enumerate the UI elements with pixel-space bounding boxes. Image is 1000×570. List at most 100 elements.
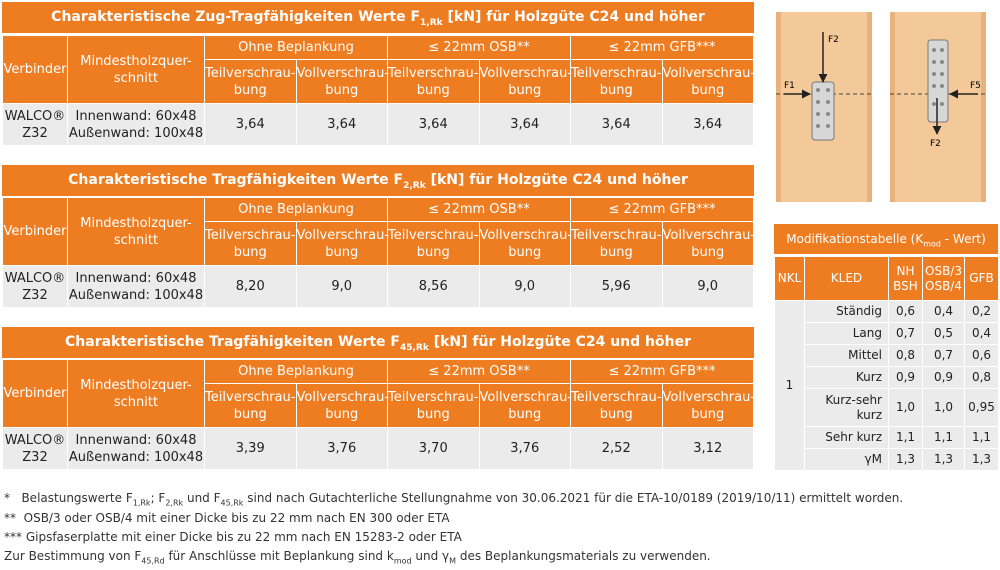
header-mindestholzquerschnitt: Mindestholzquer-schnitt [67, 35, 205, 104]
header-vollverschraubung: Vollverschrau-bung [661, 221, 755, 266]
header-kled: KLED [804, 256, 889, 301]
table-title: Charakteristische Zug-Tragfähigkeiten We… [2, 2, 754, 33]
label-f2: F2 [930, 139, 941, 149]
value-cell: 0,9 [922, 366, 965, 389]
kled-cell: Mittel [804, 344, 889, 367]
verbinder-cell: WALCO® Z32 [2, 103, 68, 146]
header-vollverschraubung: Vollverschrau-bung [478, 59, 572, 104]
capacity-table: Verbinder Mindestholzquer-schnitt Ohne B… [2, 35, 755, 146]
value-cell: 1,3 [964, 448, 999, 471]
value-cell: 0,8 [888, 344, 923, 367]
value-cell: 0,8 [964, 366, 999, 389]
footnote-1: * Belastungswerte F1,Rk; F2,Rk und F45,R… [4, 491, 904, 508]
value-cell: 0,7 [888, 322, 923, 345]
header-osb: OSB/3 OSB/4 [922, 256, 965, 301]
value-cell: 9,0 [478, 265, 571, 308]
kled-cell: Kurz [804, 366, 889, 389]
value-cell: 9,0 [295, 265, 388, 308]
kled-cell: Sehr kurz [804, 426, 889, 449]
value-cell: 0,9 [888, 366, 923, 389]
connector-plate [811, 81, 835, 141]
value-cell: 3,76 [478, 427, 571, 470]
table-title: Charakteristische Tragfähigkeiten Werte … [2, 165, 754, 196]
header-nkl: NKL [774, 256, 805, 301]
value-cell: 2,52 [570, 427, 663, 470]
value-cell: 3,64 [204, 103, 297, 146]
value-cell: 1,1 [922, 426, 965, 449]
header-osb: ≤ 22mm OSB** [387, 197, 571, 222]
value-cell: 3,12 [661, 427, 754, 470]
header-gfb: GFB [964, 256, 999, 301]
label-f2: F2 [828, 35, 839, 45]
header-teilverschraubung: Teilverschrau-bung [570, 59, 663, 104]
header-vollverschraubung: Vollverschrau-bung [295, 59, 389, 104]
value-cell: 1,0 [888, 388, 923, 427]
header-gfb: ≤ 22mm GFB*** [570, 197, 754, 222]
header-teilverschraubung: Teilverschrau-bung [570, 383, 663, 428]
value-cell: 8,20 [204, 265, 297, 308]
connector-plate [927, 39, 949, 123]
kled-cell: Ständig [804, 300, 889, 323]
verbinder-cell: WALCO® Z32 [2, 265, 68, 308]
value-cell: 0,4 [922, 300, 965, 323]
kled-cell: Lang [804, 322, 889, 345]
value-cell: 0,7 [922, 344, 965, 367]
header-vollverschraubung: Vollverschrau-bung [661, 59, 755, 104]
footnote-4: Zur Bestimmung von F45,Rd für Anschlüsse… [4, 549, 711, 566]
footnote-3: *** Gipsfaserplatte mit einer Dicke bis … [4, 530, 462, 544]
value-cell: 3,76 [295, 427, 388, 470]
header-teilverschraubung: Teilverschrau-bung [204, 59, 297, 104]
title-text-end: [kN] für Holzgüte C24 und höher [428, 334, 691, 350]
footnote-2: ** OSB/3 oder OSB/4 mit einer Dicke bis … [4, 511, 450, 525]
header-nh-bsh: NH BSH [888, 256, 923, 301]
header-vollverschraubung: Vollverschrau-bung [295, 221, 389, 266]
value-cell: 0,6 [888, 300, 923, 323]
header-ohne-beplankung: Ohne Beplankung [204, 197, 388, 222]
title-text: Charakteristische Tragfähigkeiten Werte … [68, 172, 404, 188]
header-vollverschraubung: Vollverschrau-bung [478, 221, 572, 266]
querschnitt-cell: Innenwand: 60x48 Außenwand: 100x48 [67, 103, 205, 146]
mod-table-title: Modifikationstabelle (Kmod - Wert) [774, 224, 998, 254]
nkl-cell: 1 [774, 300, 805, 471]
value-cell: 3,64 [478, 103, 571, 146]
header-vollverschraubung: Vollverschrau-bung [478, 383, 572, 428]
header-teilverschraubung: Teilverschrau-bung [204, 383, 297, 428]
connector-figure-right: F2 F5 [890, 12, 986, 202]
header-osb: ≤ 22mm OSB** [387, 35, 571, 60]
capacity-table: Verbinder Mindestholzquer-schnitt Ohne B… [2, 197, 755, 308]
value-cell: 3,64 [661, 103, 754, 146]
verbinder-cell: WALCO® Z32 [2, 427, 68, 470]
header-gfb: ≤ 22mm GFB*** [570, 35, 754, 60]
value-cell: 1,3 [888, 448, 923, 471]
value-cell: 3,64 [570, 103, 663, 146]
header-teilverschraubung: Teilverschrau-bung [387, 59, 480, 104]
value-cell: 0,2 [964, 300, 999, 323]
value-cell: 5,96 [570, 265, 663, 308]
table-title: Charakteristische Tragfähigkeiten Werte … [2, 327, 754, 358]
header-verbinder: Verbinder [2, 359, 68, 428]
value-cell: 0,6 [964, 344, 999, 367]
value-cell: 0,4 [964, 322, 999, 345]
header-osb: ≤ 22mm OSB** [387, 359, 571, 384]
modification-table: NKL KLED NH BSH OSB/3 OSB/4 GFB 1 Ständig … [774, 256, 999, 471]
header-mindestholzquerschnitt: Mindestholzquer-schnitt [67, 197, 205, 266]
title-subscript: 45,Rk [399, 342, 429, 353]
title-subscript: 1,Rk [420, 17, 443, 28]
value-cell: 9,0 [661, 265, 754, 308]
querschnitt-cell: Innenwand: 60x48 Außenwand: 100x48 [67, 265, 205, 308]
header-mindestholzquerschnitt: Mindestholzquer-schnitt [67, 359, 205, 428]
header-vollverschraubung: Vollverschrau-bung [295, 383, 389, 428]
header-gfb: ≤ 22mm GFB*** [570, 359, 754, 384]
value-cell: 8,56 [387, 265, 480, 308]
kled-cell: Kurz-sehr kurz [804, 388, 889, 427]
value-cell: 3,39 [204, 427, 297, 470]
title-text-end: [kN] für Holzgüte C24 und höher [425, 172, 688, 188]
kled-cell: γM [804, 448, 889, 471]
querschnitt-cell: Innenwand: 60x48 Außenwand: 100x48 [67, 427, 205, 470]
label-f1: F1 [784, 81, 795, 91]
value-cell: 3,70 [387, 427, 480, 470]
header-ohne-beplankung: Ohne Beplankung [204, 359, 388, 384]
header-verbinder: Verbinder [2, 35, 68, 104]
title-text: Charakteristische Tragfähigkeiten Werte … [65, 334, 400, 350]
value-cell: 1,0 [922, 388, 965, 427]
